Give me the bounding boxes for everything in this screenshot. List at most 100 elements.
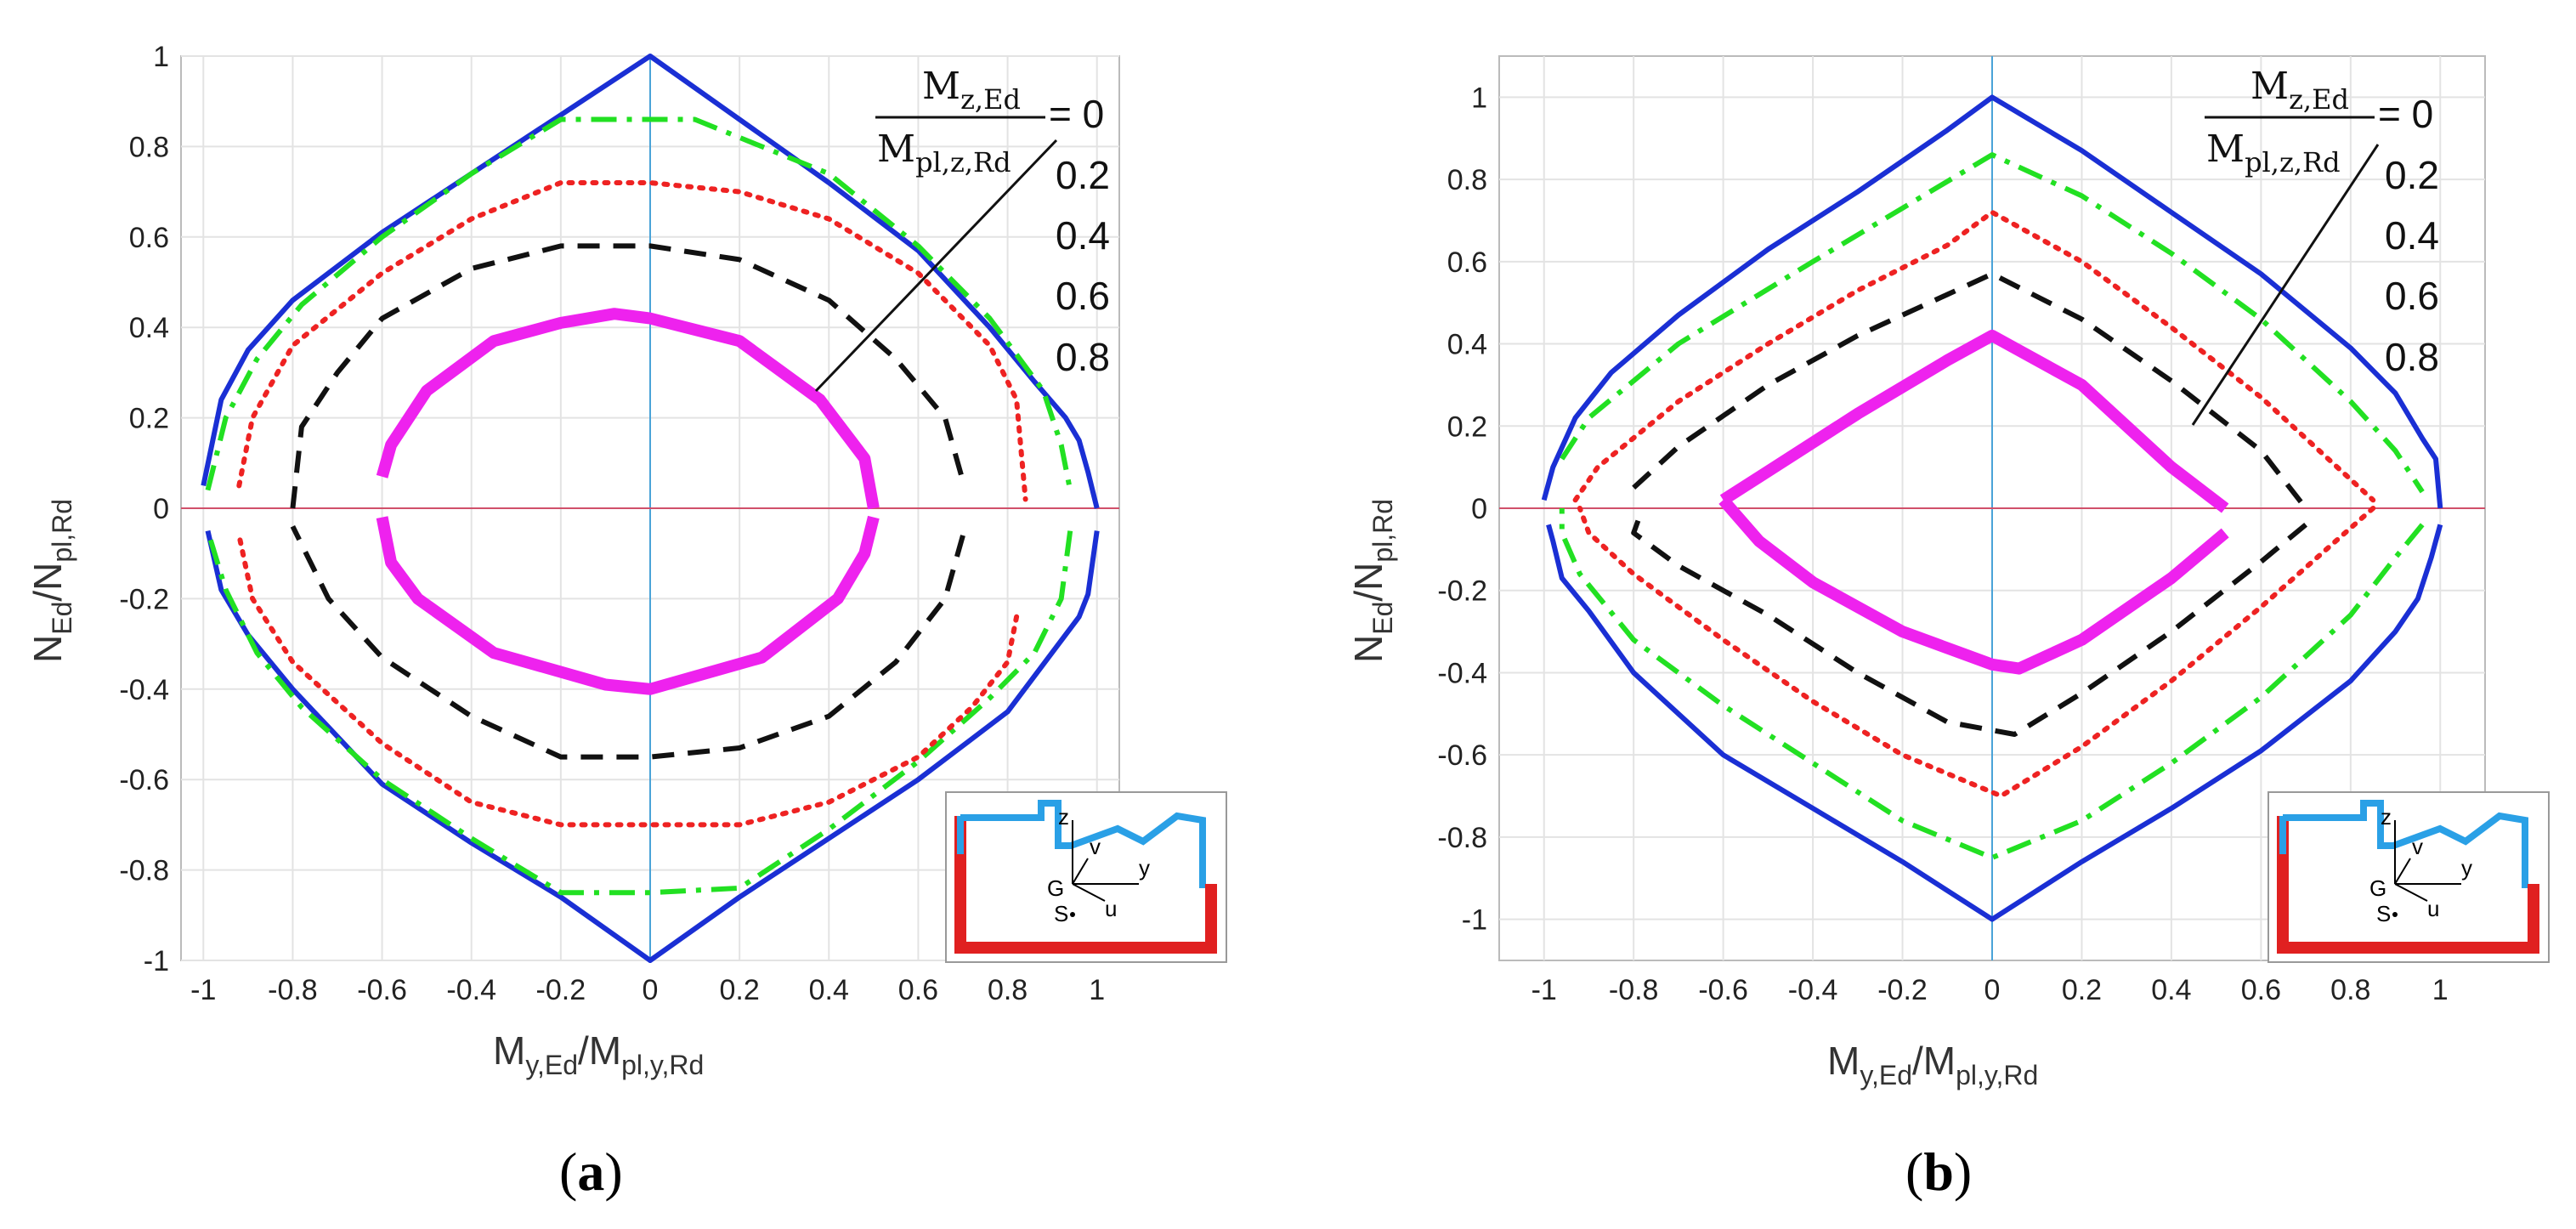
series-group-a — [201, 54, 1100, 963]
y-tick-label: -0.8 — [1437, 822, 1487, 854]
series-group-b — [1541, 94, 2443, 922]
inset-label-G-b: G — [2369, 875, 2386, 901]
inset-axes-b — [2394, 820, 2461, 902]
inset-label-u-a: u — [1105, 896, 1117, 921]
x-axis-label-b: My,Ed/Mpl,y,Rd — [1827, 1039, 2038, 1090]
x-tick-label: 0.8 — [2330, 974, 2370, 1006]
series-2-upper — [236, 180, 1028, 502]
x-tick-label: 0.2 — [720, 974, 760, 1006]
legend-frac-den-a: Mpl,z,Rd — [877, 127, 1011, 178]
cross-section-inset-b: z v y G S u — [2267, 791, 2550, 963]
series-1-lower — [1559, 508, 2425, 861]
legend-leader-line — [814, 139, 1058, 393]
legend-value-0: = 0 — [1049, 92, 1104, 136]
legend-frac-den-b: Mpl,z,Rd — [2206, 127, 2341, 178]
series-1-upper — [205, 116, 1073, 491]
y-tick-label: 0.2 — [1447, 411, 1487, 443]
legend-value-4-b: 0.8 — [2385, 335, 2439, 379]
zero-axes-a — [181, 56, 1119, 960]
x-tick-label: 0.2 — [2062, 974, 2102, 1006]
series-4-lower — [376, 515, 880, 695]
inset-label-z-a: z — [1058, 804, 1069, 830]
legend-value-0-b: = 0 — [2378, 92, 2433, 136]
x-tick-label: -0.8 — [1609, 974, 1659, 1006]
legend-frac-num-b: Mz,Ed — [2250, 65, 2349, 116]
y-tick-label: -0.2 — [119, 583, 169, 615]
series-3-lower — [1631, 507, 2308, 737]
tick-labels-b: -1 -0.8 -0.6 -0.4 -0.2 0 0.2 0.4 0.6 0.8 1 -1 -0.8 -0… — [1437, 82, 2448, 1006]
legend-value-2-b: 0.4 — [2385, 213, 2439, 258]
inset-label-u-b: u — [2427, 896, 2439, 921]
x-tick-label: 0.4 — [809, 974, 849, 1006]
cross-section-inset-a: z v y G S u — [945, 791, 1227, 963]
y-tick-label: 0.4 — [1447, 329, 1487, 361]
legend-value-1-b: 0.2 — [2385, 153, 2439, 197]
series-1-upper — [1560, 152, 2425, 494]
x-tick-label: 0 — [1984, 974, 2001, 1006]
legend-value-2: 0.4 — [1056, 213, 1110, 258]
x-tick-label: 1 — [1089, 974, 1105, 1006]
inset-label-y-b: y — [2461, 855, 2472, 881]
legend-value-3: 0.6 — [1056, 274, 1110, 318]
legend-value-4: 0.8 — [1056, 335, 1110, 379]
legend-value-1: 0.2 — [1056, 153, 1110, 197]
series-0-upper — [1541, 94, 2443, 509]
tick-labels-a: -1 -0.8 -0.6 -0.4 -0.2 0 0.2 0.4 0.6 0.8 1 -1 -0.8 -0… — [119, 41, 1105, 1006]
legend-leader-b — [2191, 144, 2380, 426]
inset-blue-part-b — [2279, 800, 2528, 888]
series-0-lower — [205, 530, 1100, 963]
inset-point-S-b — [2392, 912, 2398, 917]
y-tick-label: 0.6 — [129, 222, 169, 254]
x-tick-label: 0.8 — [988, 974, 1028, 1006]
inset-label-S-b: S — [2376, 901, 2391, 926]
inset-blue-part-a — [957, 800, 1206, 888]
inset-label-G-a: G — [1047, 875, 1064, 901]
series-4-upper — [1719, 329, 2229, 513]
series-3-lower — [290, 524, 965, 760]
y-tick-label: -0.4 — [1437, 657, 1487, 689]
y-tick-label: -1 — [1462, 904, 1487, 937]
series-3-upper — [1632, 271, 2308, 510]
inset-red-flange-a — [1205, 884, 1217, 926]
legend-b: Mz,Ed Mpl,z,Rd = 0 0.2 0.4 0.6 0.8 — [2205, 65, 2439, 379]
y-tick-label: 0 — [1471, 493, 1487, 525]
y-tick-label: -1 — [144, 945, 169, 977]
x-tick-label: 0 — [643, 974, 659, 1006]
inset-label-v-a: v — [1090, 834, 1101, 859]
inset-red-flange-b — [2528, 884, 2539, 926]
y-tick-label: -0.4 — [119, 674, 169, 706]
x-tick-label: -1 — [190, 974, 216, 1006]
x-tick-label: 0.6 — [898, 974, 938, 1006]
x-tick-label: -0.6 — [1698, 974, 1748, 1006]
y-tick-label: 1 — [1471, 82, 1487, 114]
y-tick-label: -0.8 — [119, 855, 169, 887]
legend-leader-line — [2191, 144, 2380, 426]
y-tick-label: -0.6 — [1437, 739, 1487, 772]
x-tick-label: -0.4 — [1788, 974, 1838, 1006]
x-tick-label: -0.8 — [268, 974, 318, 1006]
legend-a: Mz,Ed Mpl,z,Rd = 0 0.2 0.4 0.6 0.8 — [875, 65, 1110, 379]
y-tick-label: -0.6 — [119, 764, 169, 796]
x-tick-label: -1 — [1531, 974, 1557, 1006]
series-0-upper — [201, 54, 1100, 509]
legend-frac-num-a: Mz,Ed — [922, 65, 1021, 116]
series-2-lower — [236, 532, 1020, 828]
y-tick-label: -0.2 — [1437, 575, 1487, 608]
y-axis-label-a: NEd/Npl,Rd — [25, 499, 77, 663]
series-4-lower — [1718, 496, 2229, 675]
series-3-upper — [290, 243, 965, 509]
y-tick-label: 0.6 — [1447, 246, 1487, 279]
chart-panel-a: -1 -0.8 -0.6 -0.4 -0.2 0 0.2 0.4 0.6 0.8 1 -1 -0.8 -0… — [25, 41, 1227, 1202]
y-tick-label: 0.2 — [129, 403, 169, 435]
x-tick-label: -0.2 — [1877, 974, 1928, 1006]
inset-axes-a — [1072, 820, 1139, 902]
x-tick-label: 1 — [2432, 974, 2449, 1006]
x-tick-label: -0.4 — [446, 974, 496, 1006]
x-tick-label: -0.2 — [536, 974, 586, 1006]
chart-panel-b: -1 -0.8 -0.6 -0.4 -0.2 0 0.2 0.4 0.6 0.8 1 -1 -0.8 -0… — [1346, 55, 2550, 1202]
x-axis-label-a: My,Ed/Mpl,y,Rd — [493, 1028, 704, 1080]
inset-label-y-a: y — [1139, 855, 1150, 881]
series-2-upper — [1572, 209, 2376, 503]
series-2-lower — [1577, 506, 2376, 799]
y-axis-label-b: NEd/Npl,Rd — [1346, 499, 1398, 663]
